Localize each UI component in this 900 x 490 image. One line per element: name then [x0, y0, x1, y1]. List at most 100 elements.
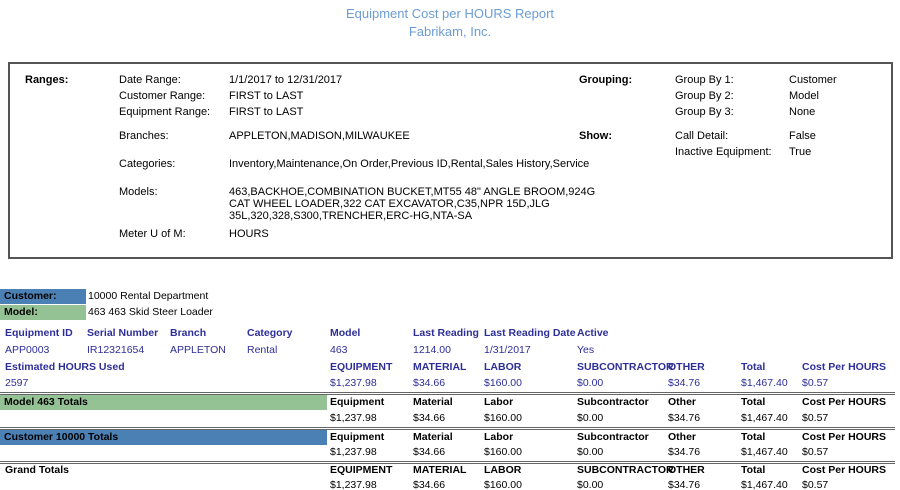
detail-cell: 1/31/2017	[484, 344, 531, 356]
cost-column-header: Material	[413, 431, 453, 443]
cost-value-cell: $34.76	[668, 412, 701, 424]
cost-column-header: LABOR	[484, 464, 522, 476]
cost-column-header: OTHER	[668, 464, 705, 476]
cost-value-cell: $0.00	[577, 412, 604, 424]
param-label: Group By 3:	[675, 106, 734, 118]
ranges-section-label: Ranges:	[25, 74, 69, 86]
cost-column-header: Cost Per HOURS	[802, 431, 887, 443]
detail-cell: IR12321654	[87, 344, 145, 356]
cost-column-header: Material	[413, 396, 453, 408]
param-label: Categories:	[119, 158, 176, 170]
cost-value-cell: $34.66	[413, 377, 446, 389]
param-label: Group By 2:	[675, 90, 734, 102]
detail-cell: Yes	[577, 344, 595, 356]
param-value: 35L,320,328,S300,TRENCHER,ERC-HG,NTA-SA	[229, 210, 473, 222]
cost-column-header: MATERIAL	[413, 464, 467, 476]
separator-line	[0, 392, 895, 395]
column-header: Active	[577, 327, 609, 339]
param-value: False	[789, 130, 816, 142]
param-value: None	[789, 106, 816, 118]
cost-value-cell: $1,467.40	[741, 377, 788, 389]
grouping-section-label: Grouping:	[579, 74, 633, 86]
cost-value-cell: $0.00	[577, 377, 604, 389]
cost-column-header: Cost Per HOURS	[802, 396, 887, 408]
cost-value-cell: $0.00	[577, 479, 604, 490]
param-value: Inventory,Maintenance,On Order,Previous …	[229, 158, 590, 170]
column-header: Model	[330, 327, 361, 339]
param-value: APPLETON,MADISON,MILWAUKEE	[229, 130, 410, 142]
param-value: HOURS	[229, 228, 269, 240]
customer-totals-band: Customer 10000 Totals	[0, 430, 327, 445]
cost-value-cell: $1,237.98	[330, 479, 377, 490]
cost-value-cell: $1,467.40	[741, 479, 788, 490]
parameters-box: Ranges: Date Range: 1/1/2017 to 12/31/20…	[8, 62, 893, 259]
cost-value-cell: $1,237.98	[330, 446, 377, 458]
cost-value-cell: $34.76	[668, 377, 701, 389]
cost-column-header: EQUIPMENT	[330, 464, 393, 476]
cost-value-cell: $160.00	[484, 377, 522, 389]
separator-line	[0, 427, 895, 430]
cost-value-cell: $34.76	[668, 446, 701, 458]
cost-value-cell: $160.00	[484, 446, 522, 458]
cost-value-cell: $1,467.40	[741, 412, 788, 424]
column-header: Equipment ID	[5, 327, 73, 339]
param-value: 463,BACKHOE,COMBINATION BUCKET,MT55 48" …	[229, 186, 596, 198]
param-label: Models:	[119, 186, 158, 198]
cost-value-cell: $0.57	[802, 412, 829, 424]
cost-value-cell: $0.57	[802, 377, 829, 389]
column-header: Branch	[170, 327, 207, 339]
cost-column-header: LABOR	[484, 361, 522, 373]
cost-column-header: Labor	[484, 396, 514, 408]
cost-column-header: EQUIPMENT	[330, 361, 393, 373]
param-label: Group By 1:	[675, 74, 734, 86]
cost-column-header: SUBCONTRACTOR	[577, 464, 674, 476]
cost-column-header: Subcontractor	[577, 396, 649, 408]
cost-value-cell: $0.57	[802, 479, 829, 490]
param-value: CAT WHEEL LOADER,322 CAT EXCAVATOR,C35,N…	[229, 198, 550, 210]
param-value: FIRST to LAST	[229, 106, 304, 118]
cost-value-cell: $34.66	[413, 479, 446, 490]
column-header: Last Reading	[413, 327, 479, 339]
param-label: Date Range:	[119, 74, 181, 86]
cost-value-cell: $160.00	[484, 412, 522, 424]
param-label: Meter U of M:	[119, 228, 186, 240]
estimated-hours-value: 2597	[5, 377, 29, 389]
cost-column-header: MATERIAL	[413, 361, 467, 373]
param-value: FIRST to LAST	[229, 90, 304, 102]
grand-totals-label: Grand Totals	[5, 464, 69, 476]
customer-band: Customer:	[0, 289, 86, 304]
cost-value-cell: $1,237.98	[330, 377, 377, 389]
separator-line	[0, 461, 895, 464]
cost-column-header: Total	[741, 464, 766, 476]
param-value: 1/1/2017 to 12/31/2017	[229, 74, 343, 86]
param-label: Inactive Equipment:	[675, 146, 772, 158]
detail-cell: 463	[330, 344, 348, 356]
page-title: Equipment Cost per HOURS Report	[345, 6, 555, 21]
cost-column-header: OTHER	[668, 361, 705, 373]
cost-column-header: Subcontractor	[577, 431, 649, 443]
cost-value-cell: $0.00	[577, 446, 604, 458]
model-value: 463 463 Skid Steer Loader	[88, 306, 213, 318]
cost-column-header: Other	[668, 431, 697, 443]
cost-column-header: Total	[741, 361, 766, 373]
estimated-hours-label: Estimated HOURS Used	[5, 361, 125, 373]
cost-column-header: Equipment	[330, 431, 385, 443]
cost-column-header: Cost Per HOURS	[802, 361, 887, 373]
detail-cell: 1214.00	[413, 344, 451, 356]
cost-column-header: Labor	[484, 431, 514, 443]
cost-value-cell: $34.66	[413, 412, 446, 424]
param-value: True	[789, 146, 812, 158]
cost-value-cell: $0.57	[802, 446, 829, 458]
show-section-label: Show:	[579, 130, 612, 142]
customer-value: 10000 Rental Department	[88, 290, 209, 302]
cost-column-header: Total	[741, 431, 766, 443]
param-label: Customer Range:	[119, 90, 206, 102]
cost-column-header: Cost Per HOURS	[802, 464, 887, 476]
param-label: Equipment Range:	[119, 106, 211, 118]
column-header: Last Reading Date	[484, 327, 576, 339]
detail-cell: Rental	[247, 344, 278, 356]
model-totals-band: Model 463 Totals	[0, 395, 327, 410]
cost-column-header: Other	[668, 396, 697, 408]
param-label: Call Detail:	[675, 130, 729, 142]
